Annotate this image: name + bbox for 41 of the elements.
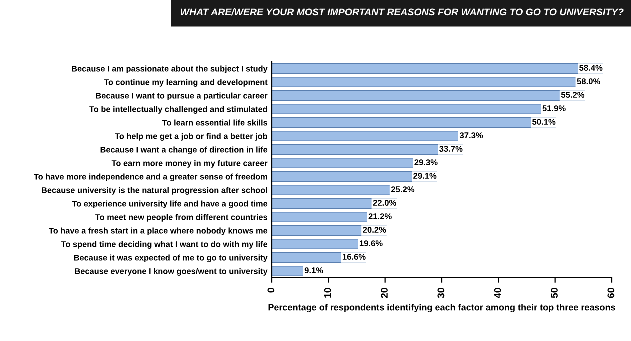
y-tick-label: To continue my learning and development xyxy=(104,79,268,87)
data-label: 19.6% xyxy=(360,240,383,246)
data-label: 21.2% xyxy=(368,214,392,220)
x-tick-label: 20 xyxy=(381,288,388,298)
x-tick-label: 60 xyxy=(608,288,615,298)
y-tick-label: To meet new people from different countries xyxy=(96,214,268,222)
x-tick-label: 40 xyxy=(494,288,502,298)
x-tick-label: 10 xyxy=(324,288,332,298)
y-tick-label: Because I want a change of direction in life xyxy=(100,146,268,154)
data-label: 25.2% xyxy=(391,186,415,192)
y-tick-label: To be intellectually challenged and stimulated xyxy=(90,106,268,114)
y-tick-label: To have a fresh start in a place where nobody knows me xyxy=(49,228,268,236)
data-label: 58.4% xyxy=(580,65,603,71)
y-tick-label: Because everyone I know goes/went to university xyxy=(75,268,268,276)
x-tick-label: 30 xyxy=(438,288,445,298)
chart-title: WHAT ARE/WERE YOUR MOST IMPORTANT REASONS FOR WANTING TO GO TO UNIVERSITY? xyxy=(181,8,624,16)
y-tick-label: To learn essential life skills xyxy=(162,120,268,126)
x-tick-label: 0 xyxy=(268,288,275,293)
data-label: 50.1% xyxy=(532,119,556,125)
data-label: 33.7% xyxy=(440,146,463,152)
y-tick-label: Because I want to pursue a particular career xyxy=(96,92,268,100)
data-label: 20.2% xyxy=(363,227,386,233)
y-tick-label: Because university is the natural progression after school xyxy=(42,187,268,195)
data-label: 29.1% xyxy=(414,173,437,179)
y-tick-label: Because it was expected of me to go to university xyxy=(74,254,268,262)
x-axis-title: Percentage of respondents identifying each factor among their top three reasons xyxy=(268,304,616,313)
data-label: 9.1% xyxy=(304,268,324,274)
y-tick-label: To spend time deciding what I want to do with my life xyxy=(61,241,268,249)
y-tick-label: To earn more money in my future career xyxy=(112,160,268,168)
y-tick-label: To help me get a job or find a better job xyxy=(115,133,268,141)
data-label: 29.3% xyxy=(414,160,438,166)
data-label: 55.2% xyxy=(561,92,585,98)
data-label: 16.6% xyxy=(342,254,366,260)
y-tick-label: Because I am passionate about the subject I study xyxy=(72,66,268,74)
data-label: 58.0% xyxy=(577,78,600,84)
data-label: 37.3% xyxy=(460,132,484,138)
data-label: 51.9% xyxy=(542,106,566,112)
y-tick-label: To have more independence and a greater sense of freedom xyxy=(34,174,268,182)
x-tick-label: 50 xyxy=(551,288,558,298)
y-tick-label: To experience university life and have a good time xyxy=(72,200,268,208)
data-label: 22.0% xyxy=(373,200,396,206)
